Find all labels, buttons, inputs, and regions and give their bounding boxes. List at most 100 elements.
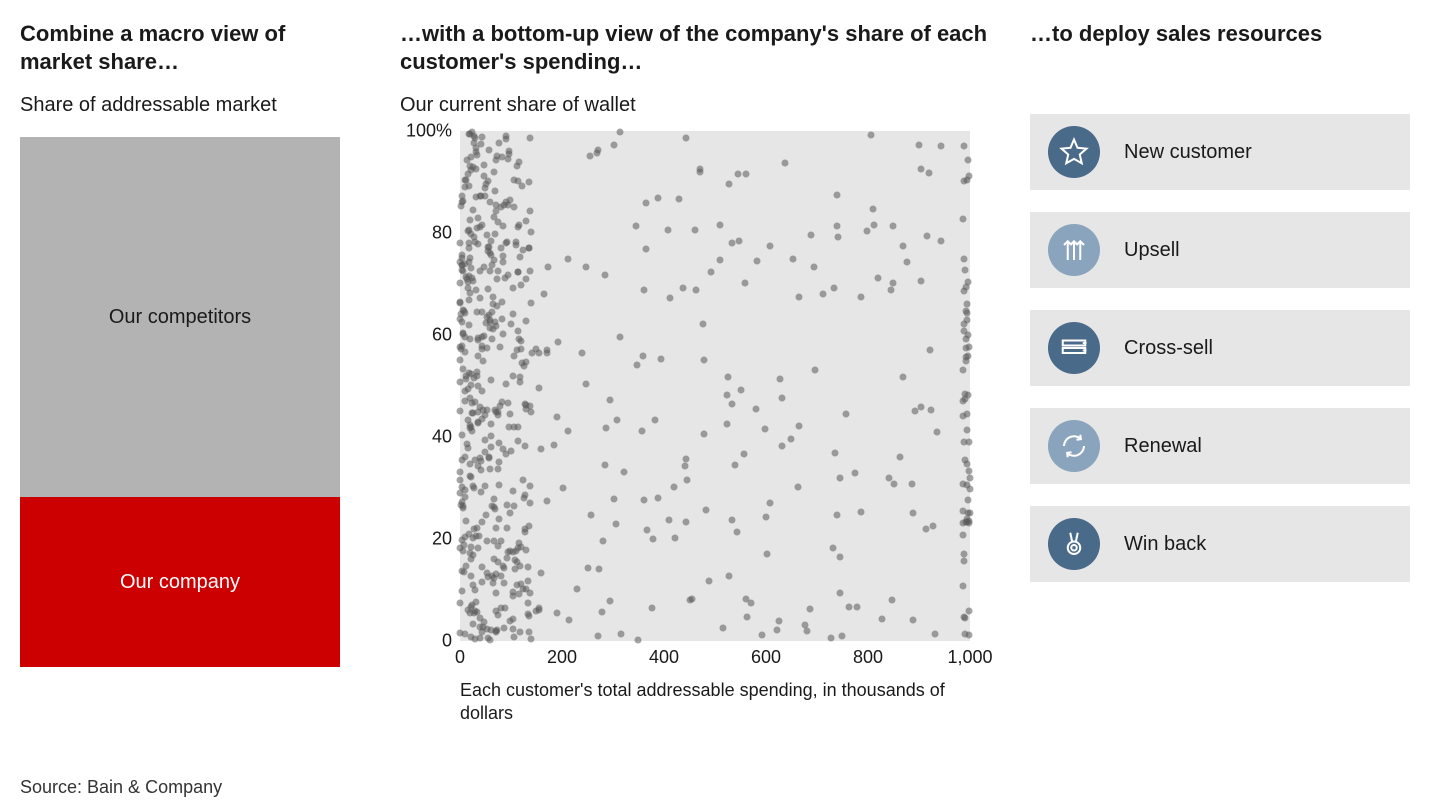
scatter-dot bbox=[503, 198, 510, 205]
scatter-dot bbox=[607, 598, 614, 605]
scatter-dot bbox=[510, 626, 517, 633]
scatter-dot bbox=[960, 614, 967, 621]
scatter-dot bbox=[795, 293, 802, 300]
scatter-dot bbox=[701, 430, 708, 437]
scatter-dot bbox=[476, 634, 483, 641]
scatter-dot bbox=[929, 523, 936, 530]
scatter-dot bbox=[767, 242, 774, 249]
deploy-item-label: Renewal bbox=[1124, 435, 1202, 458]
scatter-dot bbox=[514, 327, 521, 334]
ytick: 60 bbox=[400, 325, 452, 346]
bar-segment-0: Our competitors bbox=[20, 137, 340, 497]
col3-title: …to deploy sales resources bbox=[1030, 20, 1410, 76]
scatter-dot bbox=[837, 474, 844, 481]
scatter-dot bbox=[554, 338, 561, 345]
scatter-dot bbox=[719, 624, 726, 631]
scatter-dot bbox=[812, 366, 819, 373]
scatter-dot bbox=[513, 548, 520, 555]
medal-icon bbox=[1048, 518, 1100, 570]
scatter-dot bbox=[484, 537, 491, 544]
scatter-dot bbox=[889, 279, 896, 286]
scatter-dot bbox=[457, 310, 464, 317]
scatter-dot bbox=[732, 462, 739, 469]
scatter-dot bbox=[515, 268, 522, 275]
scatter-dot bbox=[474, 545, 481, 552]
xtick: 400 bbox=[649, 647, 679, 668]
scatter-dot bbox=[887, 286, 894, 293]
scatter-dot bbox=[511, 203, 518, 210]
scatter-dot bbox=[466, 549, 473, 556]
scatter-dot bbox=[472, 586, 479, 593]
scatter-dot bbox=[688, 595, 695, 602]
scatter-dot bbox=[599, 538, 606, 545]
scatter-dot bbox=[960, 367, 967, 374]
scatter-dot bbox=[869, 205, 876, 212]
scatter-dot bbox=[499, 562, 506, 569]
scatter-dot bbox=[478, 628, 485, 635]
scatter-dot bbox=[516, 540, 523, 547]
scatter-dot bbox=[961, 631, 968, 638]
scatter-dot bbox=[477, 489, 484, 496]
scatter-dot bbox=[912, 408, 919, 415]
scatter-dot bbox=[458, 198, 465, 205]
scatter-dot bbox=[836, 553, 843, 560]
scatter-dot bbox=[459, 498, 466, 505]
scatter-dot bbox=[613, 417, 620, 424]
scatter-dot bbox=[964, 300, 971, 307]
scatter-dot bbox=[519, 477, 526, 484]
scatter-dot bbox=[963, 307, 970, 314]
scatter-dot bbox=[961, 320, 968, 327]
scatter-dot bbox=[476, 454, 483, 461]
scatter-dot bbox=[519, 360, 526, 367]
scatter-dot bbox=[465, 226, 472, 233]
scatter-dot bbox=[658, 356, 665, 363]
scatter-dot bbox=[466, 216, 473, 223]
scatter-dot bbox=[457, 489, 464, 496]
scatter-dot bbox=[588, 512, 595, 519]
scatter-dot bbox=[495, 140, 502, 147]
scatter-dot bbox=[617, 631, 624, 638]
scatter-dot bbox=[675, 195, 682, 202]
scatter-dot bbox=[654, 194, 661, 201]
scatter-dot bbox=[559, 485, 566, 492]
scatter-dot bbox=[479, 388, 486, 395]
scatter-dot bbox=[482, 185, 489, 192]
scatter-dot bbox=[457, 600, 464, 607]
scatter-dot bbox=[965, 607, 972, 614]
scatter-dot bbox=[500, 258, 507, 265]
scatter-dot bbox=[681, 462, 688, 469]
scatter-dot bbox=[683, 134, 690, 141]
scatter-dot bbox=[527, 229, 534, 236]
scatter-dot bbox=[496, 439, 503, 446]
scatter-dot bbox=[632, 222, 639, 229]
scatter-dot bbox=[837, 589, 844, 596]
scatter-dot bbox=[544, 498, 551, 505]
scatter-dot bbox=[729, 400, 736, 407]
scatter-dot bbox=[934, 428, 941, 435]
scatter-dot bbox=[867, 131, 874, 138]
scatter-dot bbox=[961, 438, 968, 445]
scatter-dot bbox=[578, 350, 585, 357]
scatter-dot bbox=[778, 443, 785, 450]
scatter-dot bbox=[461, 542, 468, 549]
scatter-dot bbox=[467, 472, 474, 479]
scatter-dot bbox=[601, 272, 608, 279]
scatter-dot bbox=[716, 222, 723, 229]
scatter-dot bbox=[491, 214, 498, 221]
scatter-dot bbox=[554, 413, 561, 420]
scatter-dot bbox=[467, 371, 474, 378]
scatter-dot bbox=[753, 405, 760, 412]
scatter-dot bbox=[498, 316, 505, 323]
scatter-dot bbox=[960, 413, 967, 420]
scatter-dot bbox=[510, 634, 517, 641]
scatter-dot bbox=[457, 279, 464, 286]
scatter-dot bbox=[643, 245, 650, 252]
scatter-dot bbox=[543, 347, 550, 354]
scatter-dot bbox=[897, 453, 904, 460]
scatter-dot bbox=[461, 183, 468, 190]
scatter-dot bbox=[475, 353, 482, 360]
scatter-dot bbox=[962, 353, 969, 360]
scatter-dot bbox=[465, 531, 472, 538]
scatter-chart: 020406080100%02004006008001,000Each cust… bbox=[400, 131, 980, 691]
scatter-dot bbox=[875, 274, 882, 281]
